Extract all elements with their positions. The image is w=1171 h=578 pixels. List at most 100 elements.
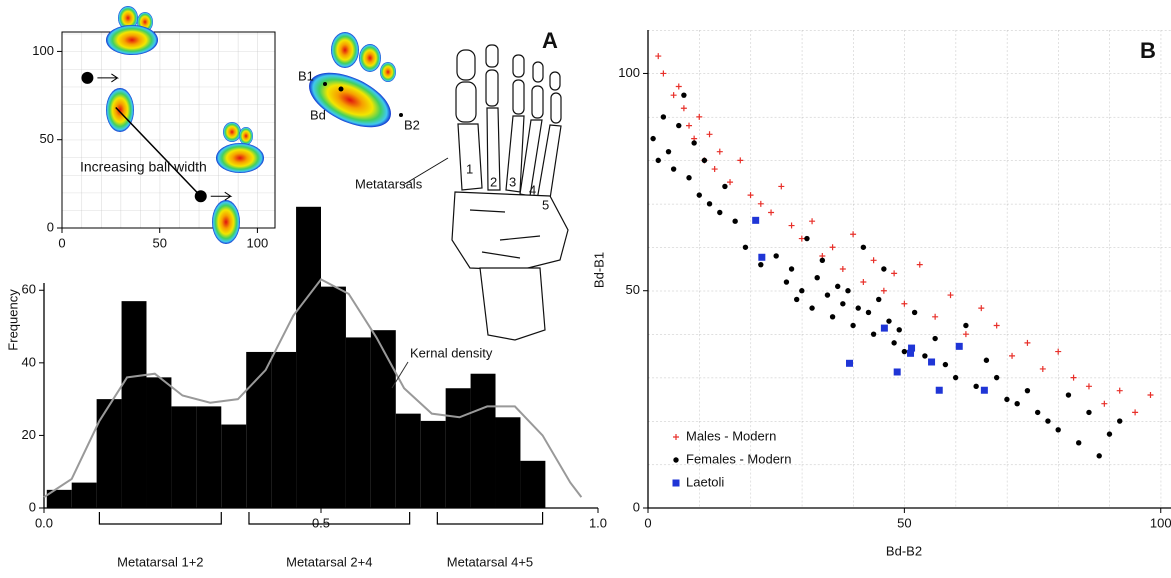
point — [980, 386, 988, 394]
bar — [146, 377, 172, 508]
point — [804, 235, 810, 242]
point — [676, 122, 682, 129]
x-tick-label: 0.0 — [35, 515, 53, 530]
point — [686, 122, 693, 129]
point — [824, 292, 831, 298]
point — [1034, 409, 1041, 416]
point — [711, 166, 718, 173]
point — [793, 296, 800, 303]
x-tick-label: 0 — [644, 515, 651, 530]
bar — [420, 420, 446, 508]
point — [891, 340, 897, 346]
x-tick-label: 0 — [58, 235, 65, 250]
range-bracket — [436, 512, 544, 525]
point — [1085, 383, 1092, 390]
y-tick-label: 0 — [47, 219, 54, 234]
b2-label: B2 — [404, 117, 420, 132]
range-label: Metatarsal 2+4 — [286, 554, 372, 569]
point — [1096, 453, 1102, 459]
point — [819, 257, 826, 264]
point — [1045, 418, 1051, 424]
point — [691, 140, 697, 146]
point — [829, 314, 836, 320]
y-tick-label: 20 — [22, 427, 36, 442]
bar — [96, 399, 122, 508]
foot-skeleton — [451, 44, 569, 341]
y-tick-label: 40 — [22, 354, 36, 369]
point — [922, 353, 928, 359]
point — [860, 279, 867, 286]
point — [675, 83, 682, 90]
point — [952, 374, 959, 381]
point — [886, 318, 892, 324]
bone-number: 2 — [490, 174, 497, 189]
point — [1055, 427, 1061, 433]
bar — [46, 489, 72, 508]
legend-swatch — [673, 434, 679, 440]
point — [722, 183, 728, 190]
point — [932, 313, 939, 320]
point — [1024, 339, 1031, 346]
point — [680, 105, 687, 112]
point — [928, 358, 936, 366]
point — [891, 270, 898, 277]
point — [901, 348, 908, 355]
point — [696, 192, 702, 198]
y-tick-label: 100 — [32, 43, 54, 58]
point — [660, 70, 667, 77]
x-tick-label: 100 — [247, 235, 269, 250]
point — [1132, 409, 1139, 416]
b1-label: B1 — [298, 68, 314, 83]
point — [809, 305, 815, 311]
y-tick-label: 50 — [40, 131, 54, 146]
point — [665, 148, 672, 155]
point — [860, 244, 867, 250]
legend-label: Males - Modern — [686, 428, 776, 443]
point — [670, 92, 677, 99]
point — [727, 179, 734, 186]
point — [1076, 440, 1082, 446]
point — [870, 331, 877, 337]
bone-number: 3 — [509, 174, 516, 189]
arrow — [97, 73, 120, 83]
range-bracket — [98, 512, 222, 525]
bar — [296, 206, 321, 508]
point — [850, 231, 857, 238]
point — [696, 113, 703, 120]
point — [1039, 365, 1046, 372]
point — [783, 279, 790, 285]
bd-label: Bd — [310, 107, 326, 122]
point — [1106, 431, 1113, 437]
point — [896, 327, 902, 333]
point — [737, 157, 744, 164]
point — [880, 287, 887, 294]
point — [670, 166, 677, 172]
scatter-plot-area — [648, 30, 1171, 508]
bar — [395, 413, 421, 508]
point — [840, 301, 846, 307]
point — [1024, 387, 1031, 394]
bar — [71, 482, 97, 508]
leader-line — [391, 361, 409, 389]
point — [1009, 352, 1016, 359]
y-tick-label: 0 — [633, 499, 640, 514]
bar — [445, 388, 471, 508]
point — [681, 92, 687, 98]
point — [983, 357, 990, 363]
point — [947, 292, 954, 299]
x-tick-label: 50 — [152, 235, 166, 250]
bar — [470, 373, 496, 508]
bone-number: 1 — [466, 161, 473, 176]
point — [773, 253, 779, 259]
legend-swatch — [673, 457, 679, 463]
point — [732, 218, 738, 224]
bar — [246, 351, 272, 508]
point — [880, 324, 888, 332]
point — [706, 201, 713, 207]
point — [855, 305, 861, 311]
footprint-icons — [82, 6, 403, 244]
point — [893, 368, 901, 376]
point — [706, 131, 713, 138]
point — [993, 322, 1000, 329]
